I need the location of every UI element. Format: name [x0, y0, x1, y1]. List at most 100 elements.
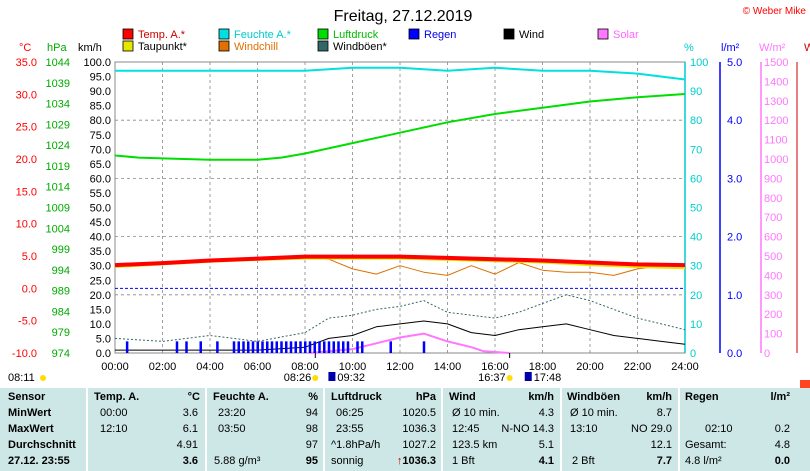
temp-tick-label: 0.0	[22, 283, 37, 295]
press-min-time: 06:25	[336, 407, 364, 420]
humidity-tick-label: 40	[690, 232, 702, 244]
solar-tick-label: 200	[764, 309, 782, 321]
legend-label: Windchill	[234, 41, 278, 53]
wind-mean-value: 5.1	[510, 439, 554, 452]
stats-header-pressure: Luftdruck	[331, 391, 382, 404]
hum-max-value: 98	[280, 423, 318, 436]
press-current-value: ↑1036.3	[386, 455, 436, 468]
humidity-unit: %	[280, 391, 318, 404]
hum-current-value: 95	[280, 455, 318, 468]
wind-tick-label: 90.0	[90, 86, 111, 98]
wind-tick-label: 85.0	[90, 101, 111, 113]
stats-header-humidity: Feuchte A.	[213, 391, 269, 404]
legend-swatch	[123, 29, 133, 39]
temp-tick-label: 10.0	[16, 219, 37, 231]
solar-tick-label: 600	[764, 232, 782, 244]
solar-tick-label: 900	[764, 173, 782, 185]
rain-bar	[337, 341, 340, 353]
rain-bar	[390, 341, 393, 353]
solar-tick-label: 1100	[764, 135, 788, 147]
humidity-unit-label: %	[684, 42, 694, 54]
rain-total-value: 4.8	[750, 439, 790, 452]
wind-max-value: N-NO 14.3	[490, 423, 554, 436]
rain-max-time: 02:10	[705, 423, 733, 436]
rain-bar	[304, 341, 307, 353]
legend-swatch	[318, 29, 328, 39]
sunrise-label: 08:26	[284, 372, 312, 384]
sunrise-icon	[312, 375, 318, 381]
wind-tick-label: 95.0	[90, 72, 111, 84]
humidity-tick-label: 20	[690, 290, 702, 302]
legend-swatch	[504, 29, 514, 39]
humidity-tick-label: 10	[690, 319, 702, 331]
rain-bar	[333, 341, 336, 353]
sun-icon	[40, 375, 46, 381]
pressure-tick-label: 994	[52, 265, 70, 277]
x-tick-label: 04:00	[196, 361, 224, 373]
credit-label: © Weber Mike	[743, 6, 807, 17]
rain-bar	[423, 341, 426, 353]
press-max-value: 1036.3	[386, 423, 436, 436]
legend-swatch	[598, 29, 608, 39]
rain-bar	[242, 341, 245, 353]
wind-tick-label: 80.0	[90, 115, 111, 127]
press-min-value: 1020.5	[386, 407, 436, 420]
temp-max-time: 12:10	[100, 423, 128, 436]
rain-bar	[295, 341, 298, 353]
moonrise-label: 17:48	[534, 372, 562, 384]
wind-tick-label: 5.0	[96, 333, 111, 345]
solar-tick-label: 1400	[764, 76, 788, 88]
rain-total-label: Gesamt:	[685, 439, 727, 452]
humidity-tick-label: 100	[690, 57, 708, 69]
pressure-tick-label: 1029	[46, 119, 70, 131]
warning-marker	[800, 380, 810, 388]
pressure-unit: hPa	[396, 391, 436, 404]
pressure-tick-label: 1009	[46, 203, 70, 215]
wind-tick-label: 45.0	[90, 217, 111, 229]
temp-tick-label: 15.0	[16, 186, 37, 198]
solar-tick-label: 700	[764, 212, 782, 224]
wind-unit: km/h	[510, 391, 554, 404]
sunset-icon	[507, 375, 513, 381]
moonset-label: 09:32	[337, 372, 365, 384]
pressure-tick-label: 1024	[46, 140, 70, 152]
rain-max-value: 0.2	[750, 423, 790, 436]
pressure-unit-label: hPa	[47, 42, 67, 54]
rain-bar	[176, 341, 179, 353]
solar-tick-label: 300	[764, 290, 782, 302]
pressure-tick-label: 979	[52, 327, 70, 339]
legend-swatch	[409, 29, 419, 39]
rain-bar	[238, 341, 241, 353]
x-tick-label: 02:00	[149, 361, 177, 373]
x-tick-label: 12:00	[386, 361, 414, 373]
solar-tick-label: 400	[764, 270, 782, 282]
gust-avg-label: Ø 10 min.	[570, 407, 618, 420]
moon-icon	[328, 372, 335, 381]
legend-label: Feuchte A.*	[234, 29, 292, 41]
rain-bar	[233, 341, 236, 353]
legend-label: Luftdruck	[333, 29, 379, 41]
gust-mean-value: 12.1	[628, 439, 672, 452]
rain-amount: 4.8 l/m²	[685, 455, 722, 468]
wind-tick-label: 30.0	[90, 261, 111, 273]
temp-tick-label: 20.0	[16, 154, 37, 166]
solar-tick-label: 1200	[764, 115, 788, 127]
wind-unit-label: km/h	[78, 42, 102, 54]
wind-distance: 123.5 km	[452, 439, 497, 452]
gust-bft: 2 Bft	[572, 455, 595, 468]
pressure-tick-label: 1039	[46, 78, 70, 90]
temp-tick-label: 5.0	[22, 251, 37, 263]
legend-label: Regen	[424, 29, 456, 41]
weather-chart: Freitag, 27.12.2019 © Weber Mike Temp. A…	[0, 0, 810, 388]
wind-tick-label: 60.0	[90, 173, 111, 185]
rain-bar	[271, 341, 274, 353]
wind-tick-label: 15.0	[90, 304, 111, 316]
pressure-tick-label: 1034	[46, 99, 70, 111]
legend-swatch	[318, 41, 328, 51]
temp-current-value: 3.6	[150, 455, 198, 468]
temp-unit-label: °C	[19, 42, 31, 54]
rain-bar	[280, 341, 283, 353]
temp-min-time: 00:00	[100, 407, 128, 420]
solar-tick-label: 1300	[764, 96, 788, 108]
wind-current-value: 4.1	[510, 455, 554, 468]
